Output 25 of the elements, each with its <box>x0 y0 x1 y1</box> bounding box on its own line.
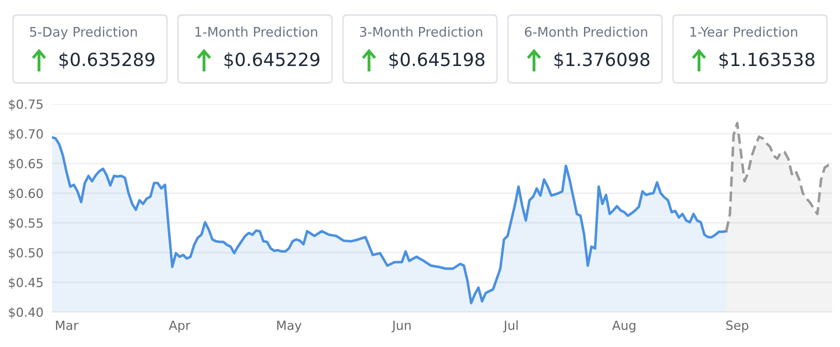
x-tick-label: Mar <box>56 320 78 330</box>
text: 1-Year Prediction <box>690 26 798 37</box>
text: 5-Day Prediction <box>30 26 137 40</box>
y-tick-label: $0.60 <box>8 188 43 200</box>
x-tick-label: Apr <box>168 320 190 332</box>
y-tick-label: $0.70 <box>8 128 43 140</box>
x-tick-label: Aug <box>612 320 636 332</box>
text: 6-Month Prediction <box>524 26 648 37</box>
text: 3-Month Prediction <box>360 26 482 37</box>
y-tick-label: $0.50 <box>8 248 43 260</box>
x-tick-label: Sep <box>726 320 748 332</box>
text: 1-Month Prediction <box>195 26 318 37</box>
y-tick-label: $0.45 <box>8 278 43 289</box>
x-tick-label: Jul <box>503 320 518 332</box>
text: $1.376098 <box>554 52 650 69</box>
y-tick-label: $0.40 <box>8 307 43 319</box>
y-tick-label: $0.65 <box>8 158 43 170</box>
x-tick-label: May <box>277 320 302 332</box>
y-tick-label: $0.55 <box>8 218 43 230</box>
y-tick-label: $0.75 <box>8 99 43 111</box>
text: $0.645229 <box>224 52 320 69</box>
text: $1.163538 <box>720 52 814 69</box>
x-tick-label: Jun <box>391 320 411 332</box>
text: $0.645198 <box>390 52 484 69</box>
text: $0.635289 <box>60 52 154 69</box>
